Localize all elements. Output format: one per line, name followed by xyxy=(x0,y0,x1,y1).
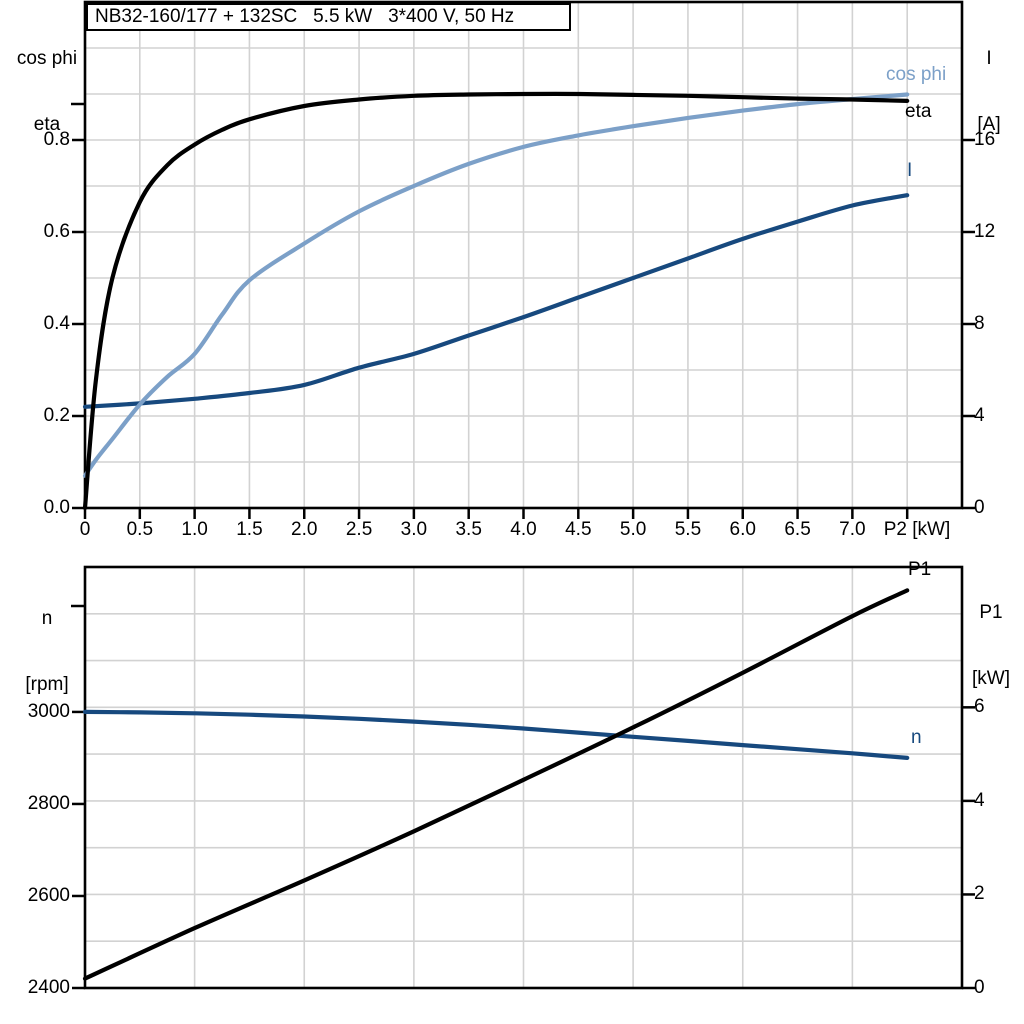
right-axis-tick-label: 4 xyxy=(974,789,985,811)
x-axis-tick-label: 1.5 xyxy=(236,519,263,540)
bottom-right-axis-title: P1 [kW] xyxy=(959,558,1023,734)
series-n xyxy=(82,709,910,760)
right-axis-tick-label: 4 xyxy=(974,405,985,426)
right-axis-tick-label: 0 xyxy=(974,497,985,518)
axis-title-cos-phi: cos phi xyxy=(16,48,78,69)
axis-title-current-unit: [A] xyxy=(977,114,1001,135)
axis-title-speed: n xyxy=(41,608,53,629)
axis-title-p1: P1 xyxy=(979,602,1003,623)
right-axis-tick-label: 8 xyxy=(974,313,985,334)
left-axis-tick-label: 0.8 xyxy=(43,129,70,150)
left-axis-tick-label: 0.6 xyxy=(43,221,70,242)
curve-label-cos-phi: cos phi xyxy=(886,64,947,85)
x-axis-tick-label: 1.0 xyxy=(181,519,208,540)
x-axis-tick-label: 2.5 xyxy=(345,519,373,540)
plot-frame xyxy=(83,565,964,990)
series-cos-phi xyxy=(82,92,910,478)
series-P1 xyxy=(82,588,910,981)
curve-label-n: n xyxy=(911,727,922,748)
x-axis-tick-label: 0 xyxy=(79,519,91,540)
chart-title: NB32-160/177 + 132SC 5.5 kW 3*400 V, 50 … xyxy=(95,6,515,27)
axis-title-speed-unit: [rpm] xyxy=(25,674,69,695)
axis-title-p1-unit: [kW] xyxy=(972,668,1010,689)
x-axis-tick-label: 2.0 xyxy=(291,519,318,540)
x-axis-tick-label: 6.0 xyxy=(729,519,756,540)
chart-title-box: NB32-160/177 + 132SC 5.5 kW 3*400 V, 50 … xyxy=(86,3,571,31)
x-axis-tick-label: 3.5 xyxy=(455,519,482,540)
right-axis-tick-label: 6 xyxy=(974,696,985,718)
curve-label-current: I xyxy=(907,160,913,181)
left-axis-tick-label: 0.4 xyxy=(43,313,70,334)
x-axis-tick-label: 4.5 xyxy=(565,519,592,540)
left-axis-tick-label: 2400 xyxy=(27,977,70,998)
right-axis-tick-label: 12 xyxy=(974,221,996,242)
left-axis-tick-label: 2600 xyxy=(27,884,70,906)
x-axis-tick-label: 5.0 xyxy=(619,519,647,540)
left-axis-tick-label: 0.0 xyxy=(43,497,70,518)
top-left-axis-title: cos phi eta xyxy=(4,4,90,180)
curve-label-p1: P1 xyxy=(908,559,932,580)
x-axis-tick-label: 0.5 xyxy=(126,519,154,540)
curve-label-eta: eta xyxy=(905,101,932,122)
right-axis-tick-label: 2 xyxy=(974,883,985,905)
series-I xyxy=(82,193,910,409)
series-eta xyxy=(82,91,910,511)
axis-title-eta: eta xyxy=(33,114,61,135)
x-axis-tick-label: 4.0 xyxy=(510,519,537,540)
left-axis-tick-label: 0.2 xyxy=(43,405,70,426)
bottom-left-axis-title: n [rpm] xyxy=(4,564,90,740)
left-axis-tick-label: 3000 xyxy=(27,700,70,722)
x-axis-tick-label: 7.0 xyxy=(839,519,866,540)
left-axis-tick-label: 2800 xyxy=(27,792,70,814)
x-axis-tick-label: 6.5 xyxy=(784,519,811,540)
right-axis-tick-label: 0 xyxy=(974,977,985,998)
x-axis-title: P2 [kW] xyxy=(883,519,951,540)
x-axis-tick-label: 3.0 xyxy=(400,519,428,540)
right-axis-tick-label: 16 xyxy=(974,129,996,150)
top-right-axis-title: I [A] xyxy=(958,4,1020,180)
axis-title-current: I xyxy=(986,48,992,69)
x-axis-tick-label: 5.5 xyxy=(674,519,702,540)
